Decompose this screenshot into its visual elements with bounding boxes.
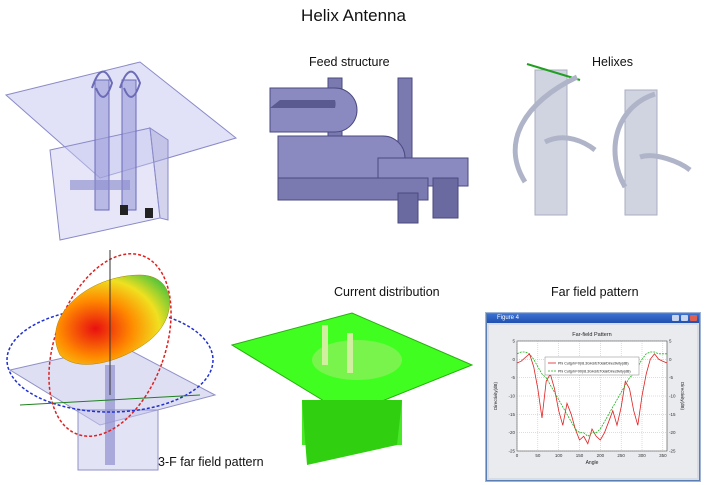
y-axis-label-right: Directivity(dB): [680, 382, 685, 411]
y-tick-label-left: -15: [508, 412, 515, 417]
page-title: Helix Antenna: [301, 6, 406, 25]
y-tick-label-right: -20: [669, 430, 676, 435]
x-axis-label: Angle: [586, 460, 599, 466]
minimize-button[interactable]: [672, 315, 679, 321]
legend-entry: Phi Cut(phi=90)/8.3GHz/ETotal/Directivit…: [558, 370, 631, 374]
helixes-image: [512, 63, 692, 216]
feed-structure-image: [269, 77, 469, 224]
current-distribution-image: [230, 312, 474, 465]
y-tick-label-right: -25: [669, 449, 676, 454]
y-tick-label-right: -5: [669, 375, 673, 380]
figure-window-titlebar[interactable]: Figure 4: [487, 314, 699, 323]
y-tick-label-left: -20: [508, 430, 515, 435]
helixes-label: Helixes: [592, 55, 633, 69]
maximize-button[interactable]: [681, 315, 688, 321]
y-tick-label-left: -25: [508, 449, 515, 454]
y-tick-label-right: -10: [669, 394, 676, 399]
y-tick-label-left: 5: [512, 339, 515, 344]
feed-structure-label: Feed structure: [309, 55, 390, 69]
series-line-1: [516, 353, 668, 445]
y-tick-label-left: 0: [512, 357, 515, 362]
x-tick-label: 50: [535, 453, 541, 458]
y-tick-label-right: 5: [669, 339, 672, 344]
3d-pattern-image: [6, 250, 217, 471]
current-distribution-label: Current distribution: [334, 285, 440, 299]
x-tick-label: 0: [516, 453, 519, 458]
x-tick-label: 300: [638, 453, 646, 458]
chart-title: Far-field Pattern: [572, 332, 611, 338]
series-line-2: [516, 351, 667, 437]
figure-window-body: 0 50 100 150 200 250 300 350 5 5 0 0 -5 -5 -10 -10 -15 -1…: [489, 325, 697, 478]
far-field-pattern-label: Far field pattern: [551, 285, 639, 299]
3f-pattern-label: 3-F far field pattern: [158, 455, 264, 469]
y-tick-label-right: 0: [669, 357, 672, 362]
figure-window: Figure 4 0 50 100 150 200 250 300 350 5 5 0 0 -5 -5 -1…: [486, 313, 700, 481]
antenna-model-image: [4, 61, 238, 241]
figure-window-title: Figure 4: [497, 315, 520, 321]
legend-box: [544, 356, 640, 376]
x-tick-label: 100: [555, 453, 563, 458]
close-button[interactable]: [690, 315, 697, 321]
x-tick-label: 150: [576, 453, 584, 458]
x-tick-label: 250: [617, 453, 625, 458]
y-tick-label-left: -10: [508, 394, 515, 399]
y-axis-label-left: Directivity(dB): [493, 382, 498, 411]
legend-entry: Phi Cut(phi=0)/8.3GHz/ETotal/Directivity…: [558, 362, 629, 366]
y-tick-label-left: -5: [511, 375, 515, 380]
y-tick-label-right: -15: [669, 412, 676, 417]
x-tick-label: 200: [597, 453, 605, 458]
x-tick-label: 350: [659, 453, 667, 458]
